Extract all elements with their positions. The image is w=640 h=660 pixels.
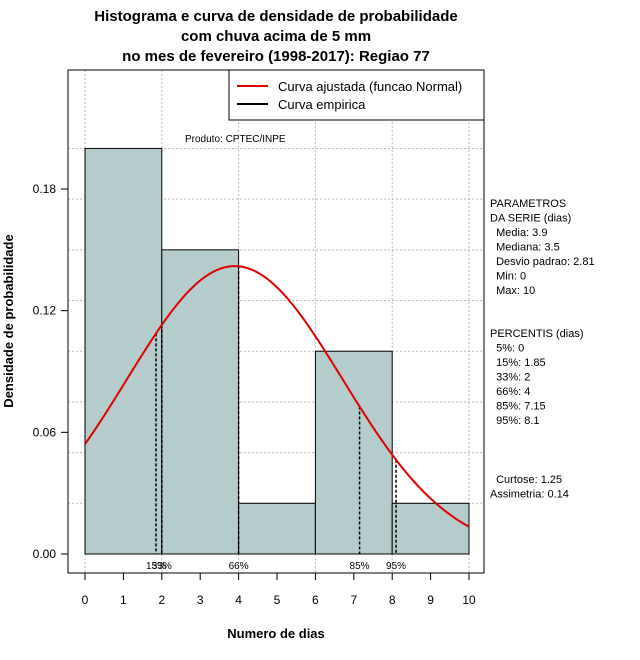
- histogram-bar: [161, 249, 240, 555]
- percentis-line: 66%: 4: [490, 386, 530, 398]
- params-line: Max: 10: [490, 285, 535, 297]
- percentile-label: 33%: [152, 561, 172, 572]
- x-tick-label: 5: [274, 593, 281, 607]
- params-line: PARAMETROS: [490, 198, 566, 210]
- x-tick-label: 7: [350, 593, 357, 607]
- y-tick-label: 0.00: [33, 547, 57, 561]
- x-tick-label: 8: [389, 593, 396, 607]
- histogram-bars: [84, 147, 470, 555]
- x-tick-label: 6: [312, 593, 319, 607]
- normal-curve: [84, 265, 470, 528]
- side-statistics: PARAMETROS DA SERIE (dias) Media: 3.9 Med…: [490, 198, 595, 501]
- percentile-label: 95%: [386, 561, 406, 572]
- percentis-line: 15%: 1.85: [490, 357, 546, 369]
- legend: Curva ajustada (funcao Normal) Curva empi…: [228, 69, 485, 121]
- percentis-line: 5%: 0: [490, 343, 524, 355]
- x-tick-label: 0: [82, 593, 89, 607]
- y-tick-label: 0.18: [33, 182, 57, 196]
- percentile-label: 15%: [146, 561, 166, 572]
- credit-text: Produto: CPTEC/INPE: [185, 134, 286, 145]
- stats-line: Curtose: 1.25: [490, 474, 562, 486]
- params-line: Min: 0: [490, 271, 526, 283]
- params-line: Media: 3.9: [490, 227, 547, 239]
- title-line: com chuva acima de 5 mm: [181, 28, 371, 45]
- x-tick-label: 1: [120, 593, 127, 607]
- legend-label-normal: Curva ajustada (funcao Normal): [278, 79, 462, 94]
- histogram-bar: [238, 502, 316, 555]
- percentile-label: 85%: [350, 561, 370, 572]
- params-line: Mediana: 3.5: [490, 242, 560, 254]
- x-tick-label: 10: [462, 593, 476, 607]
- title-line: no mes de fevereiro (1998-2017): Regiao …: [122, 48, 430, 65]
- x-tick-label: 4: [235, 593, 242, 607]
- y-tick-label: 0.12: [33, 304, 57, 318]
- percentis-line: 33%: 2: [490, 372, 530, 384]
- histogram-bar: [314, 350, 393, 555]
- percentile-label: 66%: [229, 561, 249, 572]
- chart-title: Histograma e curva de densidade de proba…: [94, 8, 457, 65]
- percentis-line: 85%: 7.15: [490, 401, 546, 413]
- histogram-bar: [84, 147, 163, 555]
- percentis-line: PERCENTIS (dias): [490, 328, 584, 340]
- percentile-markers: 15%33% 66% 85% 95%: [146, 266, 406, 572]
- x-tick-label: 3: [197, 593, 204, 607]
- histogram-bar: [391, 502, 470, 555]
- y-axis-label: Densidade de probabilidade: [1, 234, 16, 407]
- percentis-line: 95%: 8.1: [490, 415, 540, 427]
- y-tick-label: 0.06: [33, 425, 57, 439]
- legend-label-empirical: Curva empirica: [278, 97, 366, 112]
- axes: 0 1 2 3 4 5 6 7 8 9 10 0.00 0.06 0.12 0.18: [33, 182, 476, 607]
- stats-line: Assimetria: 0.14: [490, 489, 569, 501]
- legend-box: [228, 69, 485, 121]
- title-line: Histograma e curva de densidade de proba…: [94, 8, 457, 25]
- params-line: DA SERIE (dias): [490, 213, 571, 225]
- params-line: Desvio padrao: 2.81: [490, 256, 595, 268]
- x-tick-label: 9: [427, 593, 434, 607]
- normal-curve-line: [84, 265, 470, 528]
- x-axis-label: Numero de dias: [227, 626, 325, 641]
- x-tick-label: 2: [158, 593, 165, 607]
